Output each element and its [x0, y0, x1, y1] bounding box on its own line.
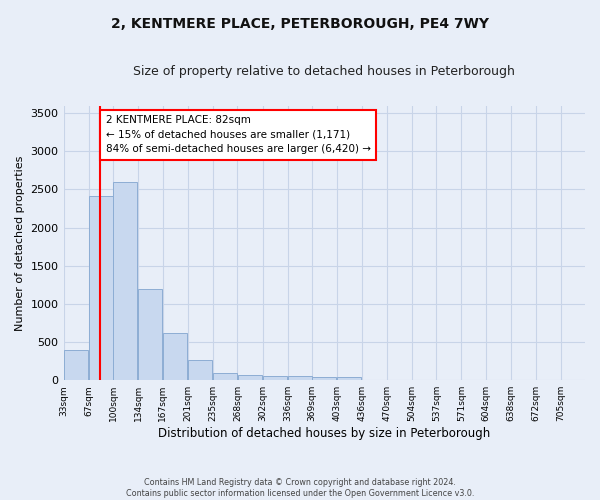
- Bar: [238, 375, 262, 380]
- Bar: [163, 333, 187, 380]
- X-axis label: Distribution of detached houses by size in Peterborough: Distribution of detached houses by size …: [158, 427, 490, 440]
- Bar: [188, 360, 212, 380]
- Bar: [213, 372, 237, 380]
- Bar: [288, 376, 312, 380]
- Bar: [89, 196, 113, 380]
- Text: 2 KENTMERE PLACE: 82sqm
← 15% of detached houses are smaller (1,171)
84% of semi: 2 KENTMERE PLACE: 82sqm ← 15% of detache…: [106, 114, 371, 154]
- Title: Size of property relative to detached houses in Peterborough: Size of property relative to detached ho…: [133, 65, 515, 78]
- Text: Contains HM Land Registry data © Crown copyright and database right 2024.
Contai: Contains HM Land Registry data © Crown c…: [126, 478, 474, 498]
- Bar: [64, 350, 88, 380]
- Y-axis label: Number of detached properties: Number of detached properties: [15, 155, 25, 330]
- Bar: [337, 377, 361, 380]
- Bar: [312, 377, 336, 380]
- Bar: [263, 376, 287, 380]
- Bar: [139, 288, 163, 380]
- Bar: [113, 182, 137, 380]
- Text: 2, KENTMERE PLACE, PETERBOROUGH, PE4 7WY: 2, KENTMERE PLACE, PETERBOROUGH, PE4 7WY: [111, 18, 489, 32]
